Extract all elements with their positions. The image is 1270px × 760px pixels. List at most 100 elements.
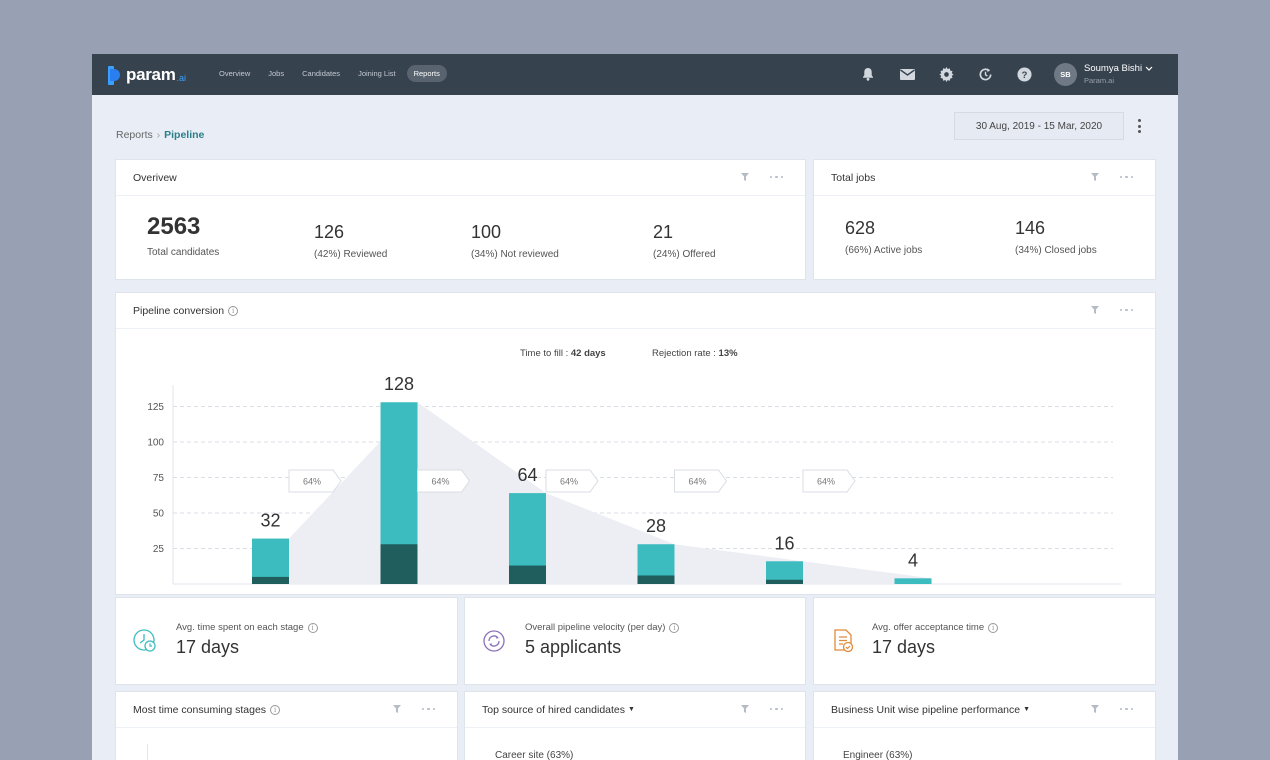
metric-title-row: Avg. time spent on each stage i	[176, 622, 318, 633]
card-title: Overivew	[133, 171, 177, 184]
history-icon[interactable]	[975, 66, 995, 82]
metric-title-row: Overall pipeline velocity (per day) i	[525, 622, 680, 633]
stat-value: 126	[314, 222, 345, 242]
card-tools	[740, 704, 783, 714]
gear-icon[interactable]	[936, 66, 956, 82]
nav-jobs[interactable]: Jobs	[268, 69, 285, 78]
user-menu[interactable]: Soumya Bishi Param.ai	[1084, 63, 1153, 85]
metric-body: Avg. time spent on each stage i 17 days	[176, 622, 318, 658]
help-icon[interactable]: ?	[1014, 66, 1034, 82]
caret-down-icon[interactable]: ▼	[628, 706, 635, 713]
metric-card-pipeline-velocity: Overall pipeline velocity (per day) i 5 a…	[464, 597, 806, 685]
chart-axis-line	[147, 744, 148, 760]
info-icon[interactable]: i	[669, 622, 680, 633]
param-logo[interactable]: param .ai	[108, 65, 186, 85]
stat-label: (34%) Closed jobs	[1015, 245, 1097, 256]
data-label: 128	[384, 374, 414, 394]
card-header: Total jobs	[814, 160, 1155, 196]
user-name-row: Soumya Bishi	[1084, 63, 1153, 74]
y-tick-label: 25	[153, 544, 165, 555]
y-tick-label: 50	[153, 509, 165, 520]
filter-icon[interactable]	[1090, 172, 1100, 182]
card-title: Top source of hired candidates	[482, 703, 626, 716]
overview-card: Overivew 2563 Total candidates 126 (42%)…	[115, 159, 806, 280]
data-label: 16	[774, 533, 794, 553]
top-source-card[interactable]: Top source of hired candidates ▼ Career …	[464, 691, 806, 760]
avatar[interactable]: SB	[1054, 63, 1077, 86]
stat-label: (66%) Active jobs	[845, 245, 923, 256]
conversion-tag	[545, 469, 599, 493]
nav-overview[interactable]: Overview	[219, 69, 251, 78]
param-logo-mark	[108, 65, 120, 85]
most-time-consuming-card: Most time consuming stages i	[115, 691, 458, 760]
info-icon[interactable]: i	[307, 622, 318, 633]
card-header: Overivew	[116, 160, 805, 196]
breadcrumb-current: Pipeline	[164, 129, 205, 141]
filter-icon[interactable]	[1090, 305, 1100, 315]
more-icon[interactable]	[769, 704, 783, 714]
y-tick-label: 100	[147, 438, 164, 449]
filter-icon[interactable]	[740, 172, 750, 182]
app-window: param .ai Overview Jobs Candidates Joini…	[92, 54, 1178, 760]
filter-icon[interactable]	[1090, 704, 1100, 714]
data-label: 64	[517, 465, 537, 485]
stat-label: (42%) Reviewed	[314, 249, 388, 260]
metric-body: Avg. offer acceptance time i 17 days	[872, 622, 999, 658]
card-tools	[1090, 704, 1133, 714]
card-tools	[1090, 172, 1133, 182]
bell-icon[interactable]	[858, 66, 878, 82]
info-icon[interactable]: i	[228, 305, 239, 316]
mail-icon[interactable]	[897, 66, 917, 82]
card-tools	[740, 172, 783, 182]
bar-segment-dark	[509, 565, 546, 584]
breadcrumb-separator: ›	[156, 129, 161, 141]
conversion-tag	[288, 469, 342, 493]
rejection-rate-label: Rejection rate :	[652, 348, 716, 359]
info-icon[interactable]: i	[988, 622, 999, 633]
nav-reports[interactable]: Reports	[406, 65, 447, 82]
bar-segment-dark	[252, 576, 289, 584]
filter-icon[interactable]	[740, 704, 750, 714]
velocity-icon	[483, 630, 505, 652]
stat-value: 100	[471, 222, 502, 242]
conversion-tag	[802, 469, 856, 493]
document-check-icon	[834, 629, 854, 653]
svg-text:?: ?	[1021, 69, 1027, 79]
stat-offered: 21 (24%) Offered	[653, 222, 716, 260]
more-icon[interactable]	[1119, 172, 1133, 182]
stat-value: 2563	[147, 213, 201, 240]
total-jobs-card: Total jobs 628 (66%) Active jobs 146 (34…	[813, 159, 1156, 280]
chevron-down-icon	[1145, 66, 1153, 71]
business-unit-card[interactable]: Business Unit wise pipeline performance …	[813, 691, 1156, 760]
caret-down-icon[interactable]: ▼	[1023, 706, 1031, 713]
data-label: 4	[908, 550, 918, 570]
nav-joining-list[interactable]: Joining List	[358, 69, 396, 78]
more-icon[interactable]	[421, 704, 435, 714]
more-icon[interactable]	[769, 172, 783, 182]
user-org: Param.ai	[1084, 76, 1115, 85]
card-title: Business Unit wise pipeline performance	[831, 703, 1021, 716]
conversion-label: 64%	[560, 477, 578, 487]
nav-candidates[interactable]: Candidates	[302, 69, 341, 78]
date-range-picker[interactable]: 30 Aug, 2019 - 15 Mar, 2020	[954, 112, 1124, 140]
stat-label: Total candidates	[147, 247, 220, 258]
bar-segment-dark	[766, 579, 803, 584]
card-title: Most time consuming stages	[133, 703, 267, 716]
time-to-fill: Time to fill : 42 days	[520, 348, 606, 359]
data-label: 32	[260, 511, 280, 531]
card-header: Top source of hired candidates ▼	[465, 692, 805, 728]
main-nav: Overview Jobs Candidates Joining List Re…	[212, 65, 447, 82]
top-navigation-bar: param .ai Overview Jobs Candidates Joini…	[92, 54, 1178, 95]
metric-title-row: Avg. offer acceptance time i	[872, 622, 999, 633]
stat-value: 21	[653, 222, 674, 242]
card-tools	[1090, 305, 1133, 315]
stat-reviewed: 126 (42%) Reviewed	[314, 222, 387, 260]
more-icon[interactable]	[1119, 305, 1133, 315]
more-options-icon[interactable]	[1134, 117, 1144, 135]
card-tools	[392, 704, 435, 714]
y-tick-label: 125	[147, 402, 164, 413]
more-icon[interactable]	[1119, 704, 1133, 714]
filter-icon[interactable]	[392, 704, 402, 714]
breadcrumb-reports[interactable]: Reports	[116, 129, 153, 141]
info-icon[interactable]: i	[270, 704, 281, 715]
